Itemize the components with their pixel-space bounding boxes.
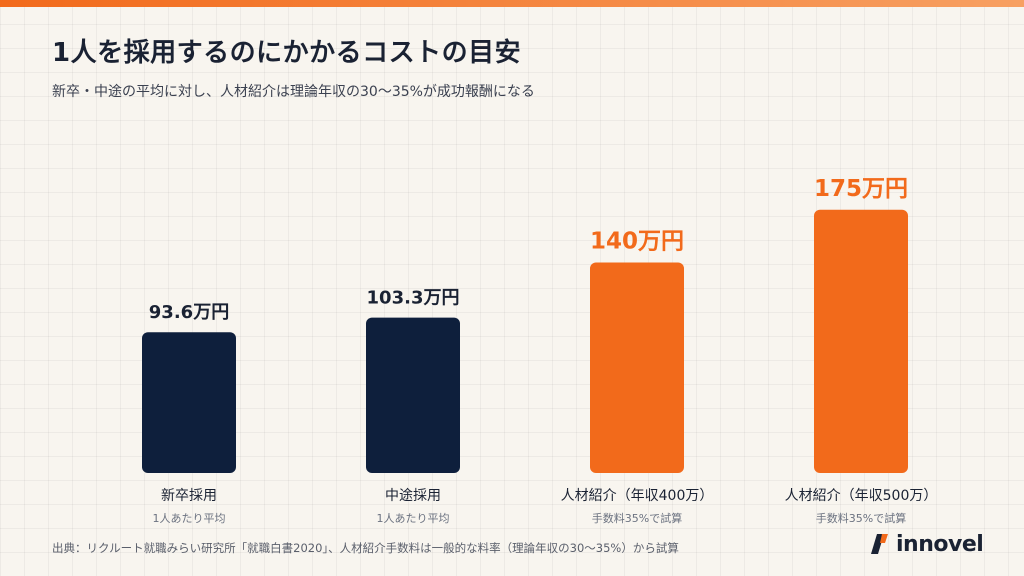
bar-4 (814, 209, 908, 474)
brand-logo: innovel (868, 530, 984, 558)
category-label-3: 人材紹介（年収400万） (561, 488, 714, 504)
category-sublabel-2: 1人あたり平均 (377, 512, 450, 525)
logo-text: innovel (896, 531, 984, 557)
category-sublabel-3: 手数料35%で試算 (592, 511, 682, 525)
category-label-1: 新卒採用 (161, 488, 217, 504)
category-sublabel-4: 手数料35%で試算 (816, 511, 906, 525)
value-label-2: 103.3万円 (367, 288, 460, 309)
source-note: 出典：リクルート就職みらい研究所「就職白書2020」、人材紹介手数料は一般的な料… (52, 541, 679, 555)
category-label-4: 人材紹介（年収500万） (785, 488, 938, 504)
value-label-1: 93.6万円 (149, 302, 229, 323)
page-subtitle: 新卒・中途の平均に対し、人材紹介は理論年収の30〜35%が成功報酬になる (52, 84, 535, 100)
bar-3 (590, 262, 684, 473)
top-accent-stripe (0, 0, 1024, 7)
value-label-4: 175万円 (814, 176, 908, 202)
category-sublabel-1: 1人あたり平均 (153, 512, 226, 525)
value-label-3: 140万円 (590, 228, 684, 254)
page-title: 1人を採用するのにかかるコストの目安 (52, 38, 522, 68)
bar-2 (366, 317, 460, 473)
category-label-2: 中途採用 (385, 487, 441, 504)
innovel-logo-icon (871, 534, 888, 554)
bar-1 (142, 332, 236, 473)
